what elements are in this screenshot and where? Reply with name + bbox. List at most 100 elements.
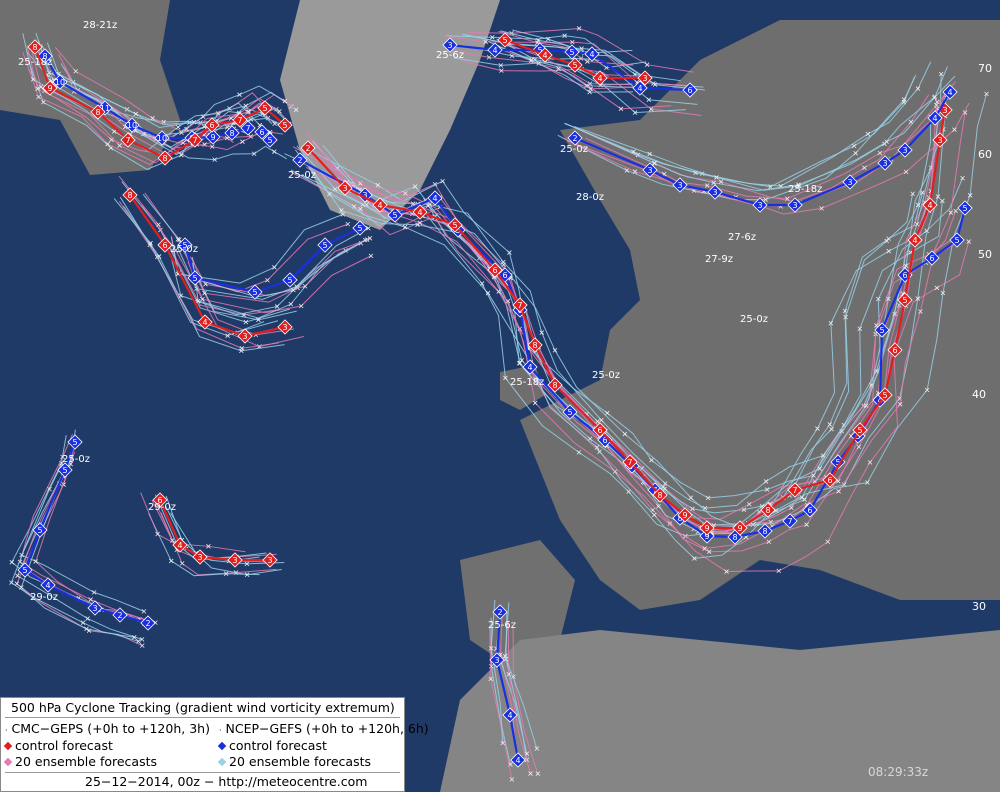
track-point-label: 6 [602, 436, 607, 445]
track-point-label: 9 [47, 84, 52, 93]
ensemble-point [662, 486, 667, 492]
ensemble-point [366, 225, 371, 231]
ensemble-point [73, 68, 78, 74]
track-point-label: 4 [597, 74, 602, 83]
track-point-label: 4 [202, 318, 207, 327]
ensemble-point [825, 539, 831, 545]
ensemble-point [576, 26, 582, 31]
ensemble-point [175, 237, 181, 242]
track-point-label: 8 [732, 533, 737, 542]
track-point-label: 3 [902, 146, 907, 155]
ensemble-point [237, 92, 242, 97]
ensemble-line [119, 196, 279, 334]
ensemble-point [649, 457, 654, 463]
track-point [90, 104, 106, 120]
track-point [412, 204, 428, 220]
track-point [120, 132, 136, 148]
ensemble-point [967, 193, 973, 198]
ensemble-point [594, 445, 600, 450]
ensemble-point [403, 191, 408, 196]
track-point-label: 6 [807, 506, 812, 515]
ensemble-line [26, 45, 280, 164]
track-point-label: 5 [455, 226, 460, 235]
legend-entry: 20 ensemble forecasts [1, 754, 157, 769]
ensemble-point [903, 169, 909, 175]
track-point-label: 6 [827, 476, 832, 485]
ensemble-point [485, 290, 491, 296]
time-label: 25-0z [170, 244, 198, 255]
ensemble-line [499, 40, 631, 86]
ensemble-point [139, 637, 145, 642]
track-point [112, 607, 128, 623]
ensemble-point [509, 777, 515, 782]
legend-label: 20 ensemble forecasts [229, 754, 372, 769]
ensemble-point [934, 285, 940, 291]
ensemble-point [576, 450, 582, 455]
ensemble-point [876, 296, 881, 302]
ensemble-point [536, 37, 541, 43]
track-line [33, 46, 286, 160]
ensemble-point [711, 180, 716, 186]
track-point [842, 174, 858, 190]
time-label: 27-9z [705, 254, 733, 265]
track-point [512, 297, 528, 313]
ensemble-line [489, 626, 513, 780]
track-point-label: 3 [282, 323, 287, 332]
track-point-label: 2 [497, 608, 502, 617]
ensemble-point [704, 183, 710, 188]
legend-separator [5, 717, 400, 718]
track-point-label: 5 [882, 391, 887, 400]
time-label: 25-0z [288, 170, 316, 181]
track-point-label: 5 [282, 121, 287, 130]
ensemble-point [877, 150, 883, 156]
ensemble-point [863, 403, 869, 408]
track-point-label: 8 [765, 506, 770, 515]
ensemble-point [918, 309, 923, 314]
ensemble-point [763, 197, 768, 202]
ensemble-point [652, 512, 657, 518]
ensemble-point [914, 221, 920, 227]
ensemble-point [195, 298, 201, 304]
ensemble-point [570, 39, 575, 45]
ensemble-point [851, 143, 857, 149]
track-point [124, 117, 140, 133]
track-point [877, 387, 893, 403]
time-label: 29-0z [30, 592, 58, 603]
ensemble-line [118, 201, 279, 349]
ensemble-point [507, 250, 512, 255]
track-point [874, 322, 890, 338]
ensemble-point [647, 151, 652, 157]
track-point [887, 342, 903, 358]
track-point-label: 4 [432, 194, 437, 203]
track-point [57, 462, 73, 478]
track-point-label: 4 [912, 236, 917, 245]
track-point [907, 232, 923, 248]
legend-label: control forecast [229, 738, 327, 753]
track-point [802, 502, 818, 518]
latitude-label: 50 [978, 248, 992, 261]
ensemble-point [486, 55, 492, 60]
track-point [292, 152, 308, 168]
track-point [157, 237, 173, 253]
ensemble-point [206, 544, 211, 549]
ensemble-point [488, 676, 494, 682]
ensemble-line [170, 512, 282, 576]
track-point-label: 5 [835, 458, 840, 467]
ensemble-line [500, 30, 633, 54]
ensemble-point [517, 360, 523, 366]
track-point-label: 7 [517, 301, 522, 310]
ensemble-point [243, 319, 249, 325]
track-point-label: 4 [492, 46, 497, 55]
track-point-label: 7 [787, 517, 792, 526]
track-point-label: 6 [259, 128, 264, 137]
ensemble-point [288, 301, 294, 307]
track-point-label: 4 [515, 756, 520, 765]
track-point-label: 6 [597, 426, 602, 435]
legend-entry: control forecast [1, 738, 113, 753]
ensemble-point [209, 144, 215, 149]
ensemble-point [175, 124, 181, 130]
track-point-label: 4 [527, 363, 532, 372]
track-point [427, 190, 443, 206]
ensemble-point [667, 521, 673, 526]
time-label: 25-6z [436, 50, 464, 61]
